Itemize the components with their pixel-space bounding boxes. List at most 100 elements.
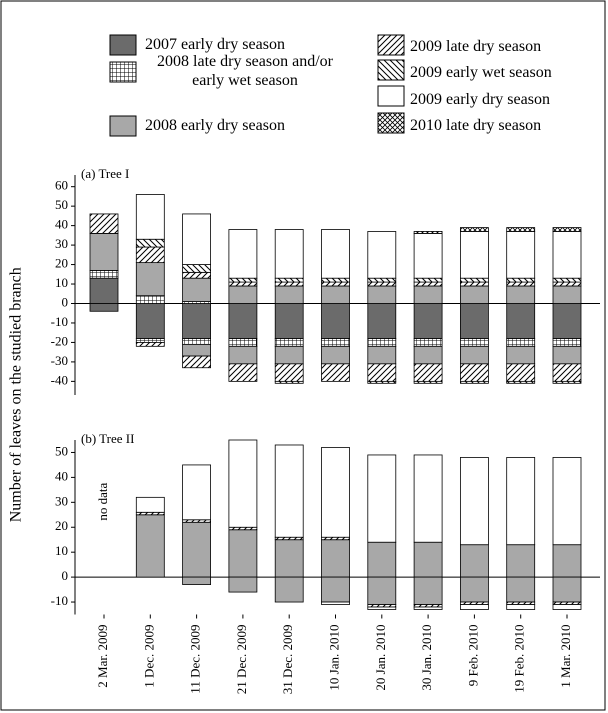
bar-segment <box>228 576 258 593</box>
bar-segment <box>321 539 350 578</box>
bar-segment <box>552 285 582 304</box>
bar-segment <box>367 454 397 543</box>
x-tick-label: 10 Jan. 2010 <box>326 625 341 691</box>
legend-swatch <box>109 115 137 137</box>
bar-segment <box>274 363 304 382</box>
x-tick-label: 1 Mar. 2010 <box>558 625 573 688</box>
bar-segment <box>321 601 350 605</box>
bar-segment <box>552 338 582 347</box>
bar-segment <box>413 454 443 543</box>
bar-segment <box>552 345 582 365</box>
legend-swatch <box>377 59 405 81</box>
bar-segment <box>228 277 258 283</box>
bar-segment <box>367 576 397 605</box>
bar-segment <box>552 363 582 382</box>
legend-swatch <box>109 34 137 56</box>
x-tick-label: 19 Feb. 2010 <box>512 625 527 693</box>
bar-segment <box>367 281 397 287</box>
bar-segment <box>274 380 304 384</box>
bar-segment <box>459 345 489 365</box>
bar-segment <box>321 281 350 287</box>
bar-segment <box>459 277 489 283</box>
panel-title: (a) Tree I <box>81 166 129 181</box>
bar-segment <box>367 363 397 382</box>
legend-swatch <box>109 61 137 83</box>
y-tick-label: -40 <box>51 372 68 387</box>
bar-segment <box>459 604 489 610</box>
x-tick-label: 30 Jan. 2010 <box>419 625 434 691</box>
bar-segment <box>459 338 489 347</box>
x-tick-label: 11 Dec. 2009 <box>188 625 203 694</box>
bar-segment <box>228 439 258 528</box>
bar-segment <box>135 496 165 513</box>
bar-segment <box>135 238 165 248</box>
bar-segment <box>274 539 304 578</box>
bar-segment <box>89 277 119 304</box>
bar-segment <box>459 544 489 578</box>
bar-segment <box>182 464 212 521</box>
y-tick-label: 30 <box>55 493 68 508</box>
bar-segment <box>459 285 489 304</box>
bar-segment <box>506 363 536 382</box>
bar-segment <box>413 277 443 283</box>
bar-segment <box>321 277 350 283</box>
bar-segment <box>321 303 350 339</box>
bar-segment <box>89 269 119 279</box>
bar-segment <box>182 355 212 369</box>
y-tick-label: 20 <box>55 256 68 271</box>
legend-label: 2008 late dry season and/or early wet se… <box>157 53 333 89</box>
y-tick-label: 40 <box>55 217 68 232</box>
bar-segment <box>274 285 304 304</box>
bar-segment <box>182 576 212 585</box>
y-tick-label: -10 <box>51 593 68 608</box>
x-tick-label: 1 Dec. 2009 <box>141 625 156 688</box>
bar-segment <box>459 457 489 546</box>
legend-label: 2009 late dry season <box>410 38 542 55</box>
bar-segment <box>274 303 304 339</box>
y-tick-label: -20 <box>51 333 68 348</box>
bar-segment <box>321 345 350 365</box>
bar-segment <box>367 338 397 347</box>
bar-segment <box>228 303 258 339</box>
bar-segment <box>506 303 536 339</box>
bar-segment <box>89 303 119 312</box>
bar-segment <box>182 343 212 357</box>
x-tick-label: 21 Dec. 2009 <box>234 625 249 695</box>
legend-label: 2007 early dry season <box>145 36 285 53</box>
y-axis-label: Number of leaves on the studied branch <box>8 267 25 522</box>
bar-segment <box>459 363 489 382</box>
bar-segment <box>552 380 582 384</box>
y-tick-label: 0 <box>62 294 69 309</box>
x-tick-label: 20 Jan. 2010 <box>373 625 388 691</box>
bar-segment <box>413 303 443 339</box>
bar-segment <box>135 194 165 240</box>
y-tick-label: 10 <box>55 543 68 558</box>
bar-segment <box>506 345 536 365</box>
bar-segment <box>135 338 165 343</box>
bar-segment <box>506 231 536 279</box>
bar-segment <box>274 345 304 365</box>
bar-segment <box>182 264 212 273</box>
bar-segment <box>367 345 397 365</box>
y-tick-label: 50 <box>55 197 68 212</box>
bar-segment <box>413 231 443 234</box>
legend-swatch <box>377 34 405 56</box>
bar-segment <box>182 271 212 279</box>
bar-segment <box>552 277 582 283</box>
bar-segment <box>228 529 258 578</box>
bar-segment <box>413 233 443 279</box>
bar-segment <box>274 444 304 538</box>
legend-swatch <box>377 85 405 107</box>
bar-segment <box>274 576 304 603</box>
bar-segment <box>506 576 536 603</box>
bar-segment <box>228 338 258 347</box>
y-tick-label: 20 <box>55 518 68 533</box>
panel-title: (b) Tree II <box>81 431 134 446</box>
bar-segment <box>367 231 397 279</box>
bar-segment <box>506 281 536 287</box>
bar-segment <box>413 363 443 382</box>
bar-segment <box>552 281 582 287</box>
bar-segment <box>459 576 489 603</box>
